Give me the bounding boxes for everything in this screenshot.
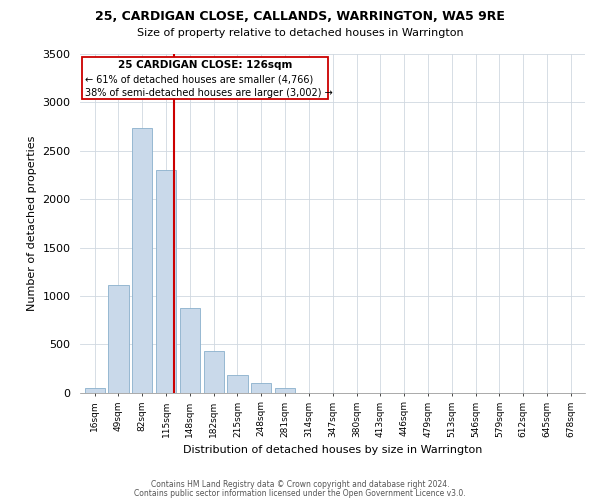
Text: 38% of semi-detached houses are larger (3,002) →: 38% of semi-detached houses are larger (… — [85, 88, 333, 99]
Bar — [109, 286, 128, 393]
Bar — [203, 351, 224, 393]
Text: 25 CARDIGAN CLOSE: 126sqm: 25 CARDIGAN CLOSE: 126sqm — [118, 60, 292, 70]
Text: ← 61% of detached houses are smaller (4,766): ← 61% of detached houses are smaller (4,… — [85, 75, 313, 85]
Y-axis label: Number of detached properties: Number of detached properties — [27, 136, 37, 311]
Text: Contains public sector information licensed under the Open Government Licence v3: Contains public sector information licen… — [134, 488, 466, 498]
FancyBboxPatch shape — [82, 57, 328, 99]
Bar — [180, 308, 200, 392]
Bar — [251, 383, 271, 392]
Bar — [132, 128, 152, 392]
Text: Contains HM Land Registry data © Crown copyright and database right 2024.: Contains HM Land Registry data © Crown c… — [151, 480, 449, 489]
Bar — [156, 170, 176, 392]
Bar — [227, 375, 248, 392]
Bar — [275, 388, 295, 392]
Bar — [85, 388, 105, 392]
Text: 25, CARDIGAN CLOSE, CALLANDS, WARRINGTON, WA5 9RE: 25, CARDIGAN CLOSE, CALLANDS, WARRINGTON… — [95, 10, 505, 23]
X-axis label: Distribution of detached houses by size in Warrington: Distribution of detached houses by size … — [183, 445, 482, 455]
Text: Size of property relative to detached houses in Warrington: Size of property relative to detached ho… — [137, 28, 463, 38]
